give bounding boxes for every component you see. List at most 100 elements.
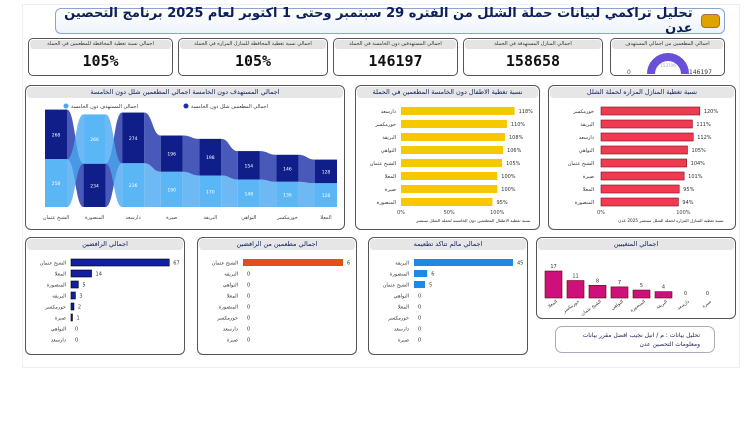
ribbon-bar [83,163,106,207]
category-label: التواهي [241,215,256,221]
data-label: 7 [618,280,621,286]
ribbon-band [221,138,238,180]
category-label: خورمكسر [44,305,66,311]
data-label: 17 [550,264,556,270]
ribbon-bar [122,163,145,207]
data-label: 0 [247,272,250,278]
ribbon-band [298,181,315,207]
data-label: 128 [322,169,331,175]
bar [566,280,585,299]
title-bar: تحليل تراكمي لبيانات حملة الشلل من الفتر… [55,6,725,36]
chart-title: اجمالي مطعمين من الرافضين [199,239,355,250]
bar [600,171,685,181]
ribbon-bar [160,135,183,172]
ribbon-band [144,163,161,207]
data-label: 0 [418,305,421,311]
data-label: 274 [129,136,138,142]
chart-title: نسبة تغطية الاطفال دون الخامسة المطعمين … [357,87,538,98]
data-label: 148 [245,191,254,197]
category-label: خورمكسر [276,215,298,221]
ribbon-band [182,135,200,176]
category-label: البريقة [52,294,66,300]
ribbon-band [259,151,277,182]
data-label: 45 [517,261,523,267]
category-label: صيرة [583,174,594,180]
bar [600,145,688,155]
kpi-vaccinated-coverage: اجمالي نسبة تغطية المحافظة للمطعمين في ا… [28,38,173,76]
category-label: التواهي [51,327,66,333]
data-label: 0 [247,316,250,322]
data-label: 268 [52,132,61,138]
ribbon-bar [315,159,337,184]
category-label: التواهي [381,148,396,154]
kpi-value: 105% [82,52,119,70]
data-label: 128 [322,193,331,199]
data-label: 111% [696,122,711,128]
category-label: دارسعد [394,327,409,333]
ribbon-bar [122,112,145,164]
category-label: البريقة [395,261,409,267]
category-label: الشيخ عثمان [383,283,409,289]
category-label: صيرة [227,338,238,344]
category-label: دارسعد [126,215,141,221]
bar [600,197,679,207]
refusers-panel: اجمالي الرافضين الشيخ عثمان 67 المعلا 14 الم… [25,237,185,355]
ribbon-band [221,175,238,207]
data-label: 112% [697,135,712,141]
bar [654,291,673,299]
category-label: البريقة [203,215,217,221]
kpi-target-under5: اجمالي المستهدفين دون الخامسة في الحملة 1… [333,38,458,76]
category-label: المعلا [385,174,396,180]
bar [544,270,563,299]
category-label: الشيخ عثمان [43,215,69,221]
data-label: 0 [418,294,421,300]
gauge-max: 146197 [689,69,712,76]
bar [70,302,75,311]
category-label: خورمكسر [561,299,581,315]
data-label: 101% [688,174,703,180]
category-label: البريقة [656,300,669,311]
category-label: الشيخ عثمان [212,261,238,267]
bar [401,146,504,154]
chart-title: اجمالي المتغيبين [538,239,734,250]
data-label: 170 [206,189,215,195]
children-coverage-panel: نسبة تغطية الاطفال دون الخامسة المطعمين … [355,85,540,230]
data-label: 146 [283,166,292,172]
kpi-value: 158658 [505,52,561,70]
data-label: 104% [691,161,706,167]
axis-tick: 100% [490,210,505,216]
category-label: البريقة [382,135,396,141]
data-label: 105% [691,148,706,154]
legend-label: اجمالي المطعمين شلل دون الخامسة [191,104,268,110]
bar [414,259,513,266]
category-label: المنصورة [47,283,66,289]
bar [610,286,629,299]
category-label: المعلا [55,272,66,278]
data-label: 0 [247,327,250,333]
kpi-label: اجمالي المستهدفين دون الخامسة في الحملة [335,40,456,49]
data-label: 0 [75,338,78,344]
data-credit-note: تحليل بيانات : م / انيل نجيب افضل مقرر ب… [555,326,715,353]
gauge-arc [647,53,689,75]
page-title: تحليل تراكمي لبيانات حملة الشلل من الفتر… [64,6,693,36]
category-label: البريقة [224,272,238,278]
bar [401,185,498,193]
ribbon-chart: اجمالي المستهدف دون الخامسة اجمالي المطع… [43,103,337,221]
bar [600,184,680,194]
category-label: المعلا [398,305,409,311]
data-label: 266 [90,137,99,143]
houses-coverage-chart: خورمكسر 120% البريقة 111% دارسعد 112% التواهي 1… [568,106,724,223]
data-label: 95% [683,187,694,193]
data-label: 2 [78,305,81,311]
ribbon-bar [237,151,260,180]
data-label: 8 [596,278,599,284]
ribbon-band [67,114,84,207]
category-label: الشيخ عثمان [40,261,66,267]
emblem-logo-icon [700,14,720,28]
data-label: 100% [501,187,516,193]
data-label: 198 [206,155,215,161]
ribbon-bar [237,179,260,207]
bar [70,258,170,267]
category-label: الشيخ عثمان [580,300,602,318]
bar [401,159,503,167]
